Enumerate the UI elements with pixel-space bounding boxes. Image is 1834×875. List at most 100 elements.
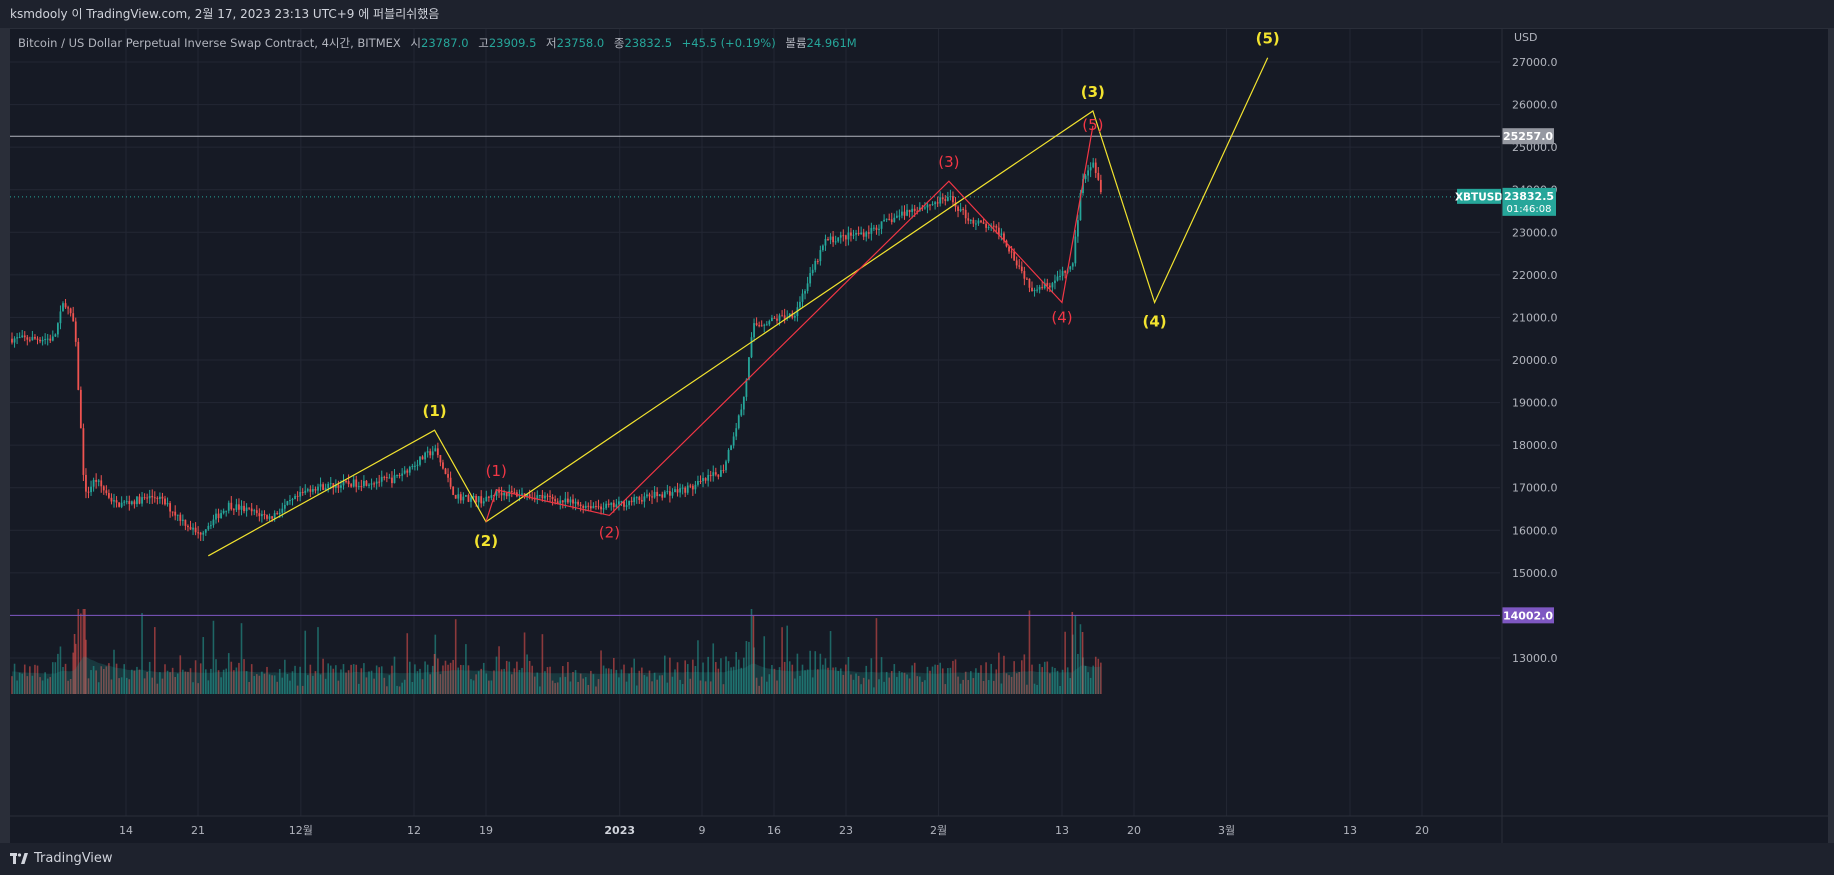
volume-bar	[567, 661, 569, 694]
candle-body	[1023, 271, 1026, 279]
candle-body	[625, 505, 628, 507]
wave-label-yellow[interactable]: (5)	[1256, 30, 1280, 48]
volume-bar	[386, 686, 388, 694]
candle-body	[375, 481, 378, 484]
symbol-tag[interactable]	[1457, 188, 1501, 204]
volume-bar	[658, 675, 661, 694]
volume-bar	[794, 678, 796, 694]
volume-bar	[610, 669, 613, 694]
close-value: 23832.5	[624, 36, 673, 50]
volume-bar	[783, 661, 786, 694]
high-label: 고	[478, 36, 489, 50]
volume-bar	[758, 685, 760, 694]
candle-body	[500, 492, 503, 496]
time-tick-label: 12월	[289, 824, 313, 837]
volume-bar	[233, 670, 235, 694]
candle-body	[18, 337, 21, 339]
wave-label-yellow[interactable]: (4)	[1142, 313, 1166, 331]
wave-label-red[interactable]: (5)	[1082, 116, 1103, 134]
candle-body	[1089, 167, 1092, 171]
candle-body	[360, 486, 363, 488]
current-price-tag[interactable]	[1502, 187, 1556, 216]
volume-bar	[656, 679, 658, 694]
volume-bar	[822, 664, 824, 694]
volume-bar	[1087, 672, 1089, 694]
candle-body	[597, 506, 600, 508]
time-tick-label: 23	[839, 824, 853, 837]
wave-label-red[interactable]: (4)	[1051, 309, 1072, 327]
volume-bar	[370, 670, 373, 694]
volume-bar	[791, 664, 794, 694]
volume-bar	[460, 664, 462, 694]
volume-bar	[982, 681, 985, 694]
wave-label-yellow[interactable]: (1)	[422, 402, 446, 420]
candle-body	[829, 236, 832, 240]
volume-bar	[539, 686, 541, 694]
volume-bar	[498, 646, 500, 694]
candle-body	[651, 496, 653, 498]
volume-bar	[85, 639, 87, 694]
volume-bar	[207, 680, 210, 694]
candle-body	[243, 505, 245, 512]
price-tick-label: 15000.0	[1512, 567, 1558, 580]
candle-body	[485, 496, 488, 502]
candle-body	[202, 532, 205, 535]
volume-bar	[893, 664, 896, 694]
volume-bar	[832, 667, 834, 694]
price-axis[interactable]	[1502, 29, 1828, 816]
candle-body	[100, 480, 103, 487]
volume-bar	[681, 684, 684, 694]
volume-bar	[46, 678, 49, 694]
candle-body	[194, 527, 197, 533]
wave-label-yellow[interactable]: (2)	[474, 532, 498, 550]
candle-body	[232, 509, 235, 511]
candle-body	[822, 245, 824, 251]
volume-bar	[577, 681, 579, 694]
volume-bar	[992, 680, 995, 694]
volume-bar	[554, 683, 556, 694]
level-price-tag[interactable]	[1502, 128, 1554, 145]
candle-body	[763, 324, 766, 326]
volume-bar	[352, 664, 355, 694]
candle-body	[669, 491, 671, 496]
candle-body	[324, 488, 327, 490]
volume-bar	[289, 680, 291, 694]
wave-label-red[interactable]: (2)	[599, 523, 620, 541]
candle-body	[51, 336, 54, 341]
volume-bar	[605, 668, 607, 694]
volume-bar	[595, 686, 597, 694]
volume-bar	[67, 680, 69, 694]
volume-bar	[1079, 624, 1082, 694]
time-tick-label: 2월	[930, 824, 947, 837]
candle-body	[1051, 283, 1054, 288]
wave-label-red[interactable]: (3)	[938, 153, 959, 171]
chart-svg[interactable]: (1) (2) (3) (4) (5) (1) (2) (3) (4) (5) USD 27000.0…	[10, 29, 1828, 844]
candle-body	[304, 490, 307, 493]
volume-bar	[949, 667, 952, 694]
candle-body	[679, 488, 681, 493]
yellow-wave-line[interactable]	[208, 57, 1269, 557]
wave-label-yellow[interactable]: (3)	[1081, 83, 1105, 101]
volume-bar	[651, 681, 653, 694]
chart-area[interactable]: (1) (2) (3) (4) (5) (1) (2) (3) (4) (5) USD 27000.0…	[9, 28, 1828, 844]
tradingview-logo[interactable]: TradingView	[10, 843, 113, 875]
candle-body	[536, 495, 539, 500]
volume-bar	[839, 668, 842, 694]
level-price-tag[interactable]	[1502, 607, 1554, 624]
candle-body	[699, 480, 702, 482]
volume-bar	[873, 687, 875, 694]
volume-bar	[865, 665, 868, 694]
volume-bar	[187, 671, 189, 694]
candle-body	[258, 513, 261, 517]
volume-bar	[253, 675, 256, 694]
volume-bar	[878, 679, 880, 694]
volume-bar	[773, 668, 776, 694]
volume-bar	[740, 667, 743, 694]
volume-bar	[648, 670, 651, 694]
wave-label-red[interactable]: (1)	[486, 462, 507, 480]
candle-body	[148, 495, 151, 499]
time-axis[interactable]	[10, 816, 1828, 844]
red-wave-line[interactable]	[485, 125, 1094, 522]
volume-bar	[602, 665, 605, 694]
candle-body	[975, 223, 977, 225]
